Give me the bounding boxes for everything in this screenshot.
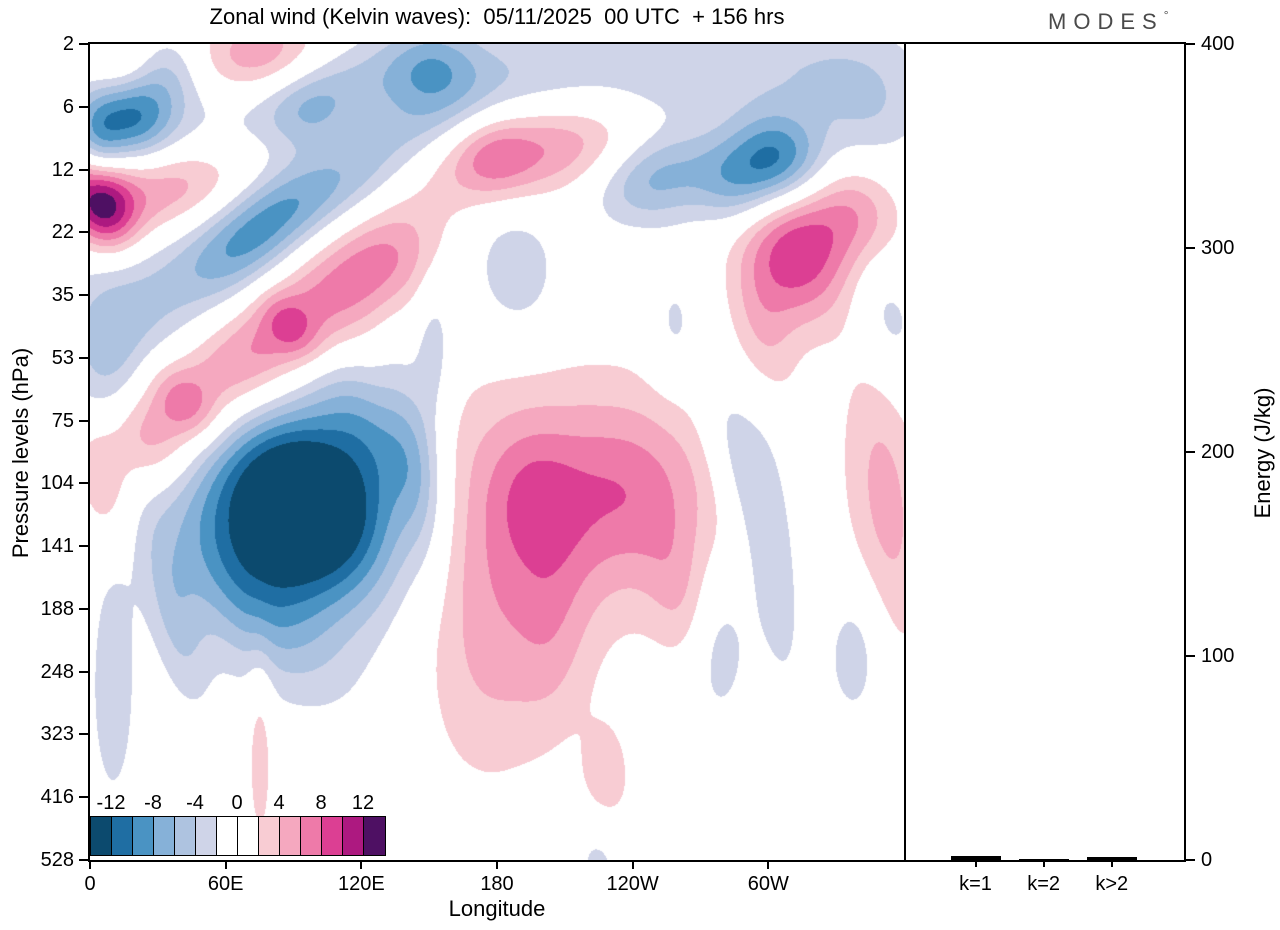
pressure-tick-label: 6 (62, 95, 74, 118)
pressure-tick-label: 141 (40, 535, 74, 558)
energy-tick (1186, 247, 1195, 249)
k-label: k=2 (1027, 873, 1061, 895)
pressure-tick-label: 2 (62, 33, 74, 55)
x-tick (496, 860, 498, 869)
pressure-tick (79, 231, 88, 234)
x-tick-label: 120E (337, 873, 385, 895)
longitude-axis-label: Longitude (448, 896, 546, 921)
energy-bar (950, 855, 1001, 860)
energy-tick-label: 300 (1201, 237, 1235, 259)
colorbar-cells (90, 816, 386, 856)
k-tick (1042, 860, 1045, 867)
energy-tick-label: 0 (1201, 849, 1213, 871)
x-tick-label: 60W (747, 873, 789, 895)
colorbar: -12 -8 -4 0 4 8 12 (90, 792, 386, 856)
contour-panel: -12 -8 -4 0 4 8 12 (88, 42, 906, 862)
colorbar-cell (259, 817, 280, 855)
colorbar-tick-label: 4 (273, 792, 285, 814)
energy-tick (1186, 859, 1195, 861)
colorbar-labels: -12 -8 -4 0 4 8 12 (90, 792, 386, 816)
colorbar-tick-label: 8 (315, 792, 327, 814)
pressure-tick-label: 104 (40, 472, 74, 495)
pressure-tick-label: 12 (51, 158, 74, 181)
x-tick (89, 860, 91, 869)
pressure-tick (79, 545, 88, 548)
x-tick-label: 120W (606, 873, 659, 895)
colorbar-tick-label: 0 (231, 792, 243, 814)
colorbar-tick-label: -8 (144, 792, 162, 814)
pressure-tick (79, 670, 88, 673)
colorbar-tick-label: -4 (186, 792, 204, 814)
pressure-tick (79, 105, 88, 108)
energy-tick-label: 100 (1201, 645, 1235, 667)
colorbar-cell (238, 817, 259, 855)
pressure-tick-label: 416 (40, 786, 74, 809)
pressure-tick (79, 796, 88, 799)
k-label: k=1 (959, 873, 992, 895)
pressure-tick-label: 35 (51, 284, 74, 307)
k-tick (1110, 860, 1113, 867)
pressure-tick-label: 22 (51, 221, 74, 244)
k-tick (974, 860, 977, 867)
x-tick-label: 60E (207, 873, 244, 895)
pressure-tick (79, 733, 88, 736)
colorbar-cell (133, 817, 154, 855)
colorbar-cell (343, 817, 364, 855)
energy-bar (1086, 856, 1137, 860)
colorbar-cell (154, 817, 175, 855)
colorbar-cell (217, 817, 238, 855)
pressure-tick-label: 528 (40, 849, 74, 871)
colorbar-cell (112, 817, 133, 855)
pressure-tick-label: 53 (51, 346, 74, 369)
pressure-tick-label: 75 (51, 409, 74, 432)
colorbar-tick-label: 12 (351, 792, 375, 814)
x-tick-label: 0 (84, 873, 96, 895)
chart-title: Zonal wind (Kelvin waves): 05/11/2025 00… (209, 4, 785, 29)
colorbar-cell (364, 817, 385, 855)
colorbar-tick-label: -12 (96, 792, 126, 814)
energy-tick-label: 400 (1201, 33, 1235, 55)
colorbar-cell (322, 817, 343, 855)
k-label: k>2 (1095, 873, 1129, 895)
energy-panel (904, 42, 1186, 862)
pressure-tick (79, 43, 88, 45)
modes-logo: MODES° (1048, 8, 1169, 35)
colorbar-cell (301, 817, 322, 855)
pressure-tick-label: 188 (40, 597, 74, 620)
energy-tick-label: 200 (1201, 441, 1235, 463)
pressure-tick (79, 294, 88, 297)
x-tick (224, 860, 227, 869)
pressure-tick-label: 248 (40, 660, 74, 683)
colorbar-cell (175, 817, 196, 855)
colorbar-cell (196, 817, 217, 855)
pressure-tick (79, 607, 88, 610)
contour-field-canvas (90, 44, 904, 860)
pressure-tick-label: 323 (40, 723, 74, 746)
x-tick-label: 180 (480, 873, 514, 895)
colorbar-cell (280, 817, 301, 855)
x-tick (360, 860, 363, 869)
energy-tick (1186, 451, 1195, 453)
pressure-tick (79, 168, 88, 171)
pressure-tick (79, 859, 88, 861)
x-tick (631, 860, 634, 869)
energy-bar (1018, 858, 1069, 860)
x-tick (767, 860, 770, 869)
modes-logo-degree: ° (1163, 8, 1169, 22)
energy-tick (1186, 43, 1195, 45)
pressure-tick (79, 482, 88, 485)
colorbar-cell (91, 817, 112, 855)
modes-logo-text: MODES (1048, 9, 1164, 34)
pressure-tick (79, 356, 88, 359)
energy-tick (1186, 655, 1195, 657)
pressure-tick (79, 419, 88, 422)
